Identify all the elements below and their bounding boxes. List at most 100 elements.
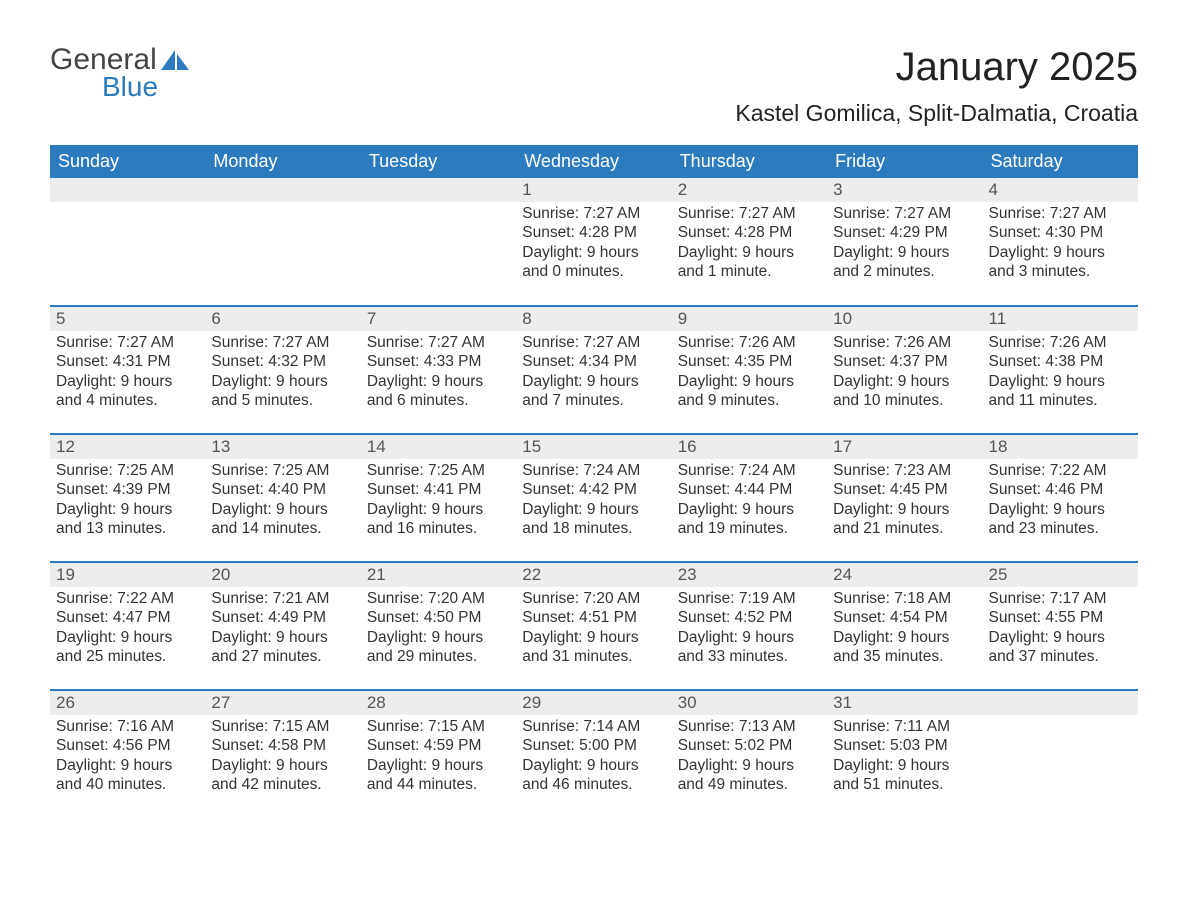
calendar-day-cell: [205, 178, 360, 306]
day-number: 12: [50, 435, 205, 459]
daylight-line: Daylight: 9 hours and 18 minutes.: [522, 500, 665, 539]
calendar-day-cell: [50, 178, 205, 306]
calendar-day-cell: 25Sunrise: 7:17 AMSunset: 4:55 PMDayligh…: [983, 562, 1138, 690]
calendar-day-cell: 15Sunrise: 7:24 AMSunset: 4:42 PMDayligh…: [516, 434, 671, 562]
daylight-line: Daylight: 9 hours and 9 minutes.: [678, 372, 821, 411]
sunrise-line: Sunrise: 7:15 AM: [211, 717, 354, 736]
daylight-line: Daylight: 9 hours and 51 minutes.: [833, 756, 976, 795]
daylight-line: Daylight: 9 hours and 31 minutes.: [522, 628, 665, 667]
day-details: Sunrise: 7:24 AMSunset: 4:44 PMDaylight:…: [672, 459, 827, 547]
sunset-line: Sunset: 5:02 PM: [678, 736, 821, 755]
day-details: Sunrise: 7:26 AMSunset: 4:37 PMDaylight:…: [827, 331, 982, 419]
day-number: 17: [827, 435, 982, 459]
calendar-day-cell: 19Sunrise: 7:22 AMSunset: 4:47 PMDayligh…: [50, 562, 205, 690]
day-details: Sunrise: 7:16 AMSunset: 4:56 PMDaylight:…: [50, 715, 205, 803]
sunrise-line: Sunrise: 7:17 AM: [989, 589, 1132, 608]
day-number: 9: [672, 307, 827, 331]
logo: General Blue: [50, 45, 189, 103]
day-details: Sunrise: 7:21 AMSunset: 4:49 PMDaylight:…: [205, 587, 360, 675]
sunset-line: Sunset: 4:46 PM: [989, 480, 1132, 499]
sunset-line: Sunset: 4:35 PM: [678, 352, 821, 371]
sunset-line: Sunset: 4:50 PM: [367, 608, 510, 627]
day-number: 20: [205, 563, 360, 587]
sunset-line: Sunset: 4:28 PM: [522, 223, 665, 242]
sunrise-line: Sunrise: 7:20 AM: [522, 589, 665, 608]
calendar-day-cell: 2Sunrise: 7:27 AMSunset: 4:28 PMDaylight…: [672, 178, 827, 306]
day-details: Sunrise: 7:15 AMSunset: 4:58 PMDaylight:…: [205, 715, 360, 803]
day-number: 30: [672, 691, 827, 715]
calendar-day-cell: 18Sunrise: 7:22 AMSunset: 4:46 PMDayligh…: [983, 434, 1138, 562]
calendar-day-cell: 30Sunrise: 7:13 AMSunset: 5:02 PMDayligh…: [672, 690, 827, 818]
daylight-line: Daylight: 9 hours and 23 minutes.: [989, 500, 1132, 539]
sunset-line: Sunset: 4:31 PM: [56, 352, 199, 371]
day-details: Sunrise: 7:26 AMSunset: 4:38 PMDaylight:…: [983, 331, 1138, 419]
sunset-line: Sunset: 5:03 PM: [833, 736, 976, 755]
daylight-line: Daylight: 9 hours and 1 minute.: [678, 243, 821, 282]
sunrise-line: Sunrise: 7:26 AM: [989, 333, 1132, 352]
day-number: 5: [50, 307, 205, 331]
day-number: [983, 691, 1138, 715]
calendar-day-cell: 16Sunrise: 7:24 AMSunset: 4:44 PMDayligh…: [672, 434, 827, 562]
sunrise-line: Sunrise: 7:23 AM: [833, 461, 976, 480]
sunrise-line: Sunrise: 7:27 AM: [367, 333, 510, 352]
daylight-line: Daylight: 9 hours and 4 minutes.: [56, 372, 199, 411]
daylight-line: Daylight: 9 hours and 2 minutes.: [833, 243, 976, 282]
calendar-day-cell: 6Sunrise: 7:27 AMSunset: 4:32 PMDaylight…: [205, 306, 360, 434]
day-details: Sunrise: 7:14 AMSunset: 5:00 PMDaylight:…: [516, 715, 671, 803]
sunset-line: Sunset: 4:28 PM: [678, 223, 821, 242]
day-details: Sunrise: 7:20 AMSunset: 4:50 PMDaylight:…: [361, 587, 516, 675]
sunset-line: Sunset: 4:32 PM: [211, 352, 354, 371]
sunset-line: Sunset: 4:38 PM: [989, 352, 1132, 371]
weekday-header-row: Sunday Monday Tuesday Wednesday Thursday…: [50, 145, 1138, 178]
daylight-line: Daylight: 9 hours and 16 minutes.: [367, 500, 510, 539]
calendar-day-cell: 29Sunrise: 7:14 AMSunset: 5:00 PMDayligh…: [516, 690, 671, 818]
calendar-week-row: 26Sunrise: 7:16 AMSunset: 4:56 PMDayligh…: [50, 690, 1138, 818]
daylight-line: Daylight: 9 hours and 44 minutes.: [367, 756, 510, 795]
day-number: 24: [827, 563, 982, 587]
day-number: 14: [361, 435, 516, 459]
sunrise-line: Sunrise: 7:27 AM: [989, 204, 1132, 223]
day-number: [50, 178, 205, 202]
daylight-line: Daylight: 9 hours and 37 minutes.: [989, 628, 1132, 667]
day-details: Sunrise: 7:27 AMSunset: 4:34 PMDaylight:…: [516, 331, 671, 419]
location-text: Kastel Gomilica, Split-Dalmatia, Croatia: [735, 100, 1138, 127]
sunset-line: Sunset: 4:42 PM: [522, 480, 665, 499]
day-number: 23: [672, 563, 827, 587]
day-details: Sunrise: 7:25 AMSunset: 4:40 PMDaylight:…: [205, 459, 360, 547]
sunset-line: Sunset: 4:44 PM: [678, 480, 821, 499]
calendar-day-cell: 7Sunrise: 7:27 AMSunset: 4:33 PMDaylight…: [361, 306, 516, 434]
col-friday: Friday: [827, 145, 982, 178]
day-details: Sunrise: 7:27 AMSunset: 4:29 PMDaylight:…: [827, 202, 982, 290]
calendar-day-cell: 5Sunrise: 7:27 AMSunset: 4:31 PMDaylight…: [50, 306, 205, 434]
daylight-line: Daylight: 9 hours and 0 minutes.: [522, 243, 665, 282]
sunset-line: Sunset: 4:40 PM: [211, 480, 354, 499]
sunset-line: Sunset: 4:58 PM: [211, 736, 354, 755]
day-details: Sunrise: 7:11 AMSunset: 5:03 PMDaylight:…: [827, 715, 982, 803]
daylight-line: Daylight: 9 hours and 33 minutes.: [678, 628, 821, 667]
day-details: Sunrise: 7:27 AMSunset: 4:28 PMDaylight:…: [672, 202, 827, 290]
sunset-line: Sunset: 4:34 PM: [522, 352, 665, 371]
day-details: Sunrise: 7:17 AMSunset: 4:55 PMDaylight:…: [983, 587, 1138, 675]
day-details: Sunrise: 7:25 AMSunset: 4:41 PMDaylight:…: [361, 459, 516, 547]
sunrise-line: Sunrise: 7:25 AM: [211, 461, 354, 480]
calendar-day-cell: 23Sunrise: 7:19 AMSunset: 4:52 PMDayligh…: [672, 562, 827, 690]
day-details: Sunrise: 7:27 AMSunset: 4:33 PMDaylight:…: [361, 331, 516, 419]
sunset-line: Sunset: 4:41 PM: [367, 480, 510, 499]
day-details: Sunrise: 7:22 AMSunset: 4:46 PMDaylight:…: [983, 459, 1138, 547]
sunset-line: Sunset: 4:52 PM: [678, 608, 821, 627]
day-number: 19: [50, 563, 205, 587]
calendar-week-row: 1Sunrise: 7:27 AMSunset: 4:28 PMDaylight…: [50, 178, 1138, 306]
sunrise-line: Sunrise: 7:27 AM: [833, 204, 976, 223]
sunset-line: Sunset: 4:29 PM: [833, 223, 976, 242]
daylight-line: Daylight: 9 hours and 13 minutes.: [56, 500, 199, 539]
calendar-day-cell: 24Sunrise: 7:18 AMSunset: 4:54 PMDayligh…: [827, 562, 982, 690]
calendar-body: 1Sunrise: 7:27 AMSunset: 4:28 PMDaylight…: [50, 178, 1138, 818]
day-number: 16: [672, 435, 827, 459]
calendar-day-cell: [361, 178, 516, 306]
sunset-line: Sunset: 4:39 PM: [56, 480, 199, 499]
sunset-line: Sunset: 5:00 PM: [522, 736, 665, 755]
month-title: January 2025: [735, 45, 1138, 90]
day-details: Sunrise: 7:23 AMSunset: 4:45 PMDaylight:…: [827, 459, 982, 547]
calendar-day-cell: 12Sunrise: 7:25 AMSunset: 4:39 PMDayligh…: [50, 434, 205, 562]
day-number: 10: [827, 307, 982, 331]
